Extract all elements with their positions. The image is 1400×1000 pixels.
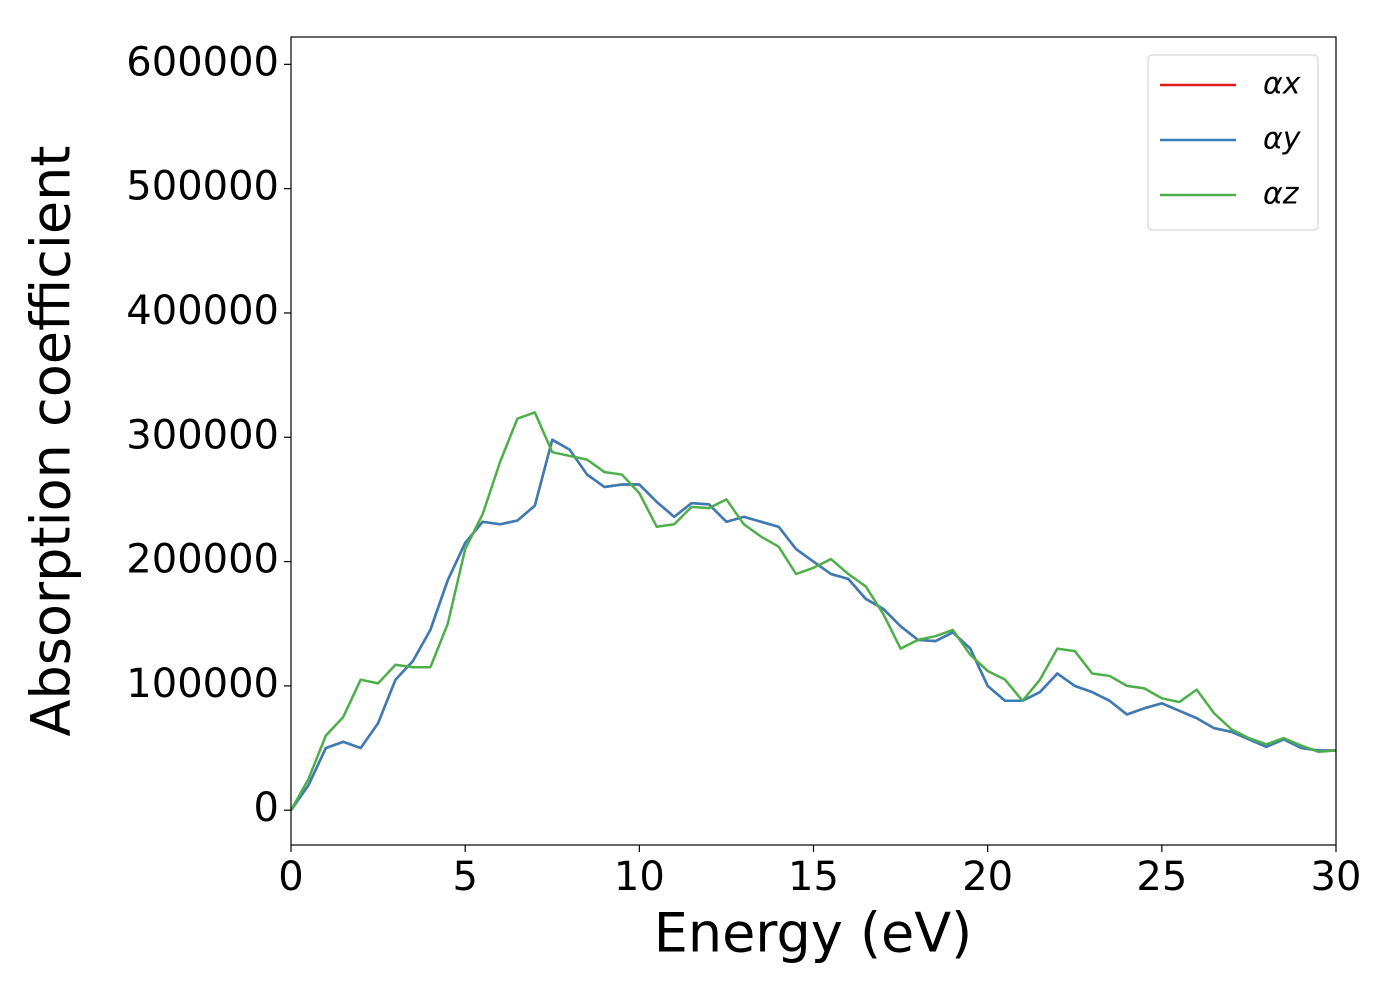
- x-tick-label: 30: [1311, 854, 1362, 900]
- plot-frame: [290, 36, 1337, 846]
- x-tick-label: 15: [788, 854, 839, 900]
- x-tick-label: 0: [278, 854, 303, 900]
- legend-label: αy: [1263, 122, 1302, 157]
- series-line: [289, 411, 1337, 811]
- x-tick-label: 5: [452, 854, 477, 900]
- legend-label: αx: [1263, 67, 1301, 102]
- legend-label: αz: [1263, 177, 1300, 212]
- y-tick-label: 100000: [126, 661, 279, 707]
- x-tick-label: 10: [614, 854, 665, 900]
- y-axis-label: Absorption coefficient: [20, 146, 83, 737]
- x-tick-label: 20: [962, 854, 1013, 900]
- y-tick-label: 600000: [126, 39, 279, 85]
- x-tick-label: 25: [1136, 854, 1187, 900]
- y-tick-label: 200000: [126, 537, 279, 583]
- x-axis-label: Energy (eV): [654, 902, 973, 965]
- y-tick-label: 400000: [126, 288, 279, 334]
- y-tick-label: 500000: [126, 164, 279, 210]
- legend-box: [1147, 54, 1319, 231]
- y-tick-label: 0: [254, 785, 279, 831]
- y-tick-label: 300000: [126, 412, 279, 458]
- series-line: [289, 438, 1336, 811]
